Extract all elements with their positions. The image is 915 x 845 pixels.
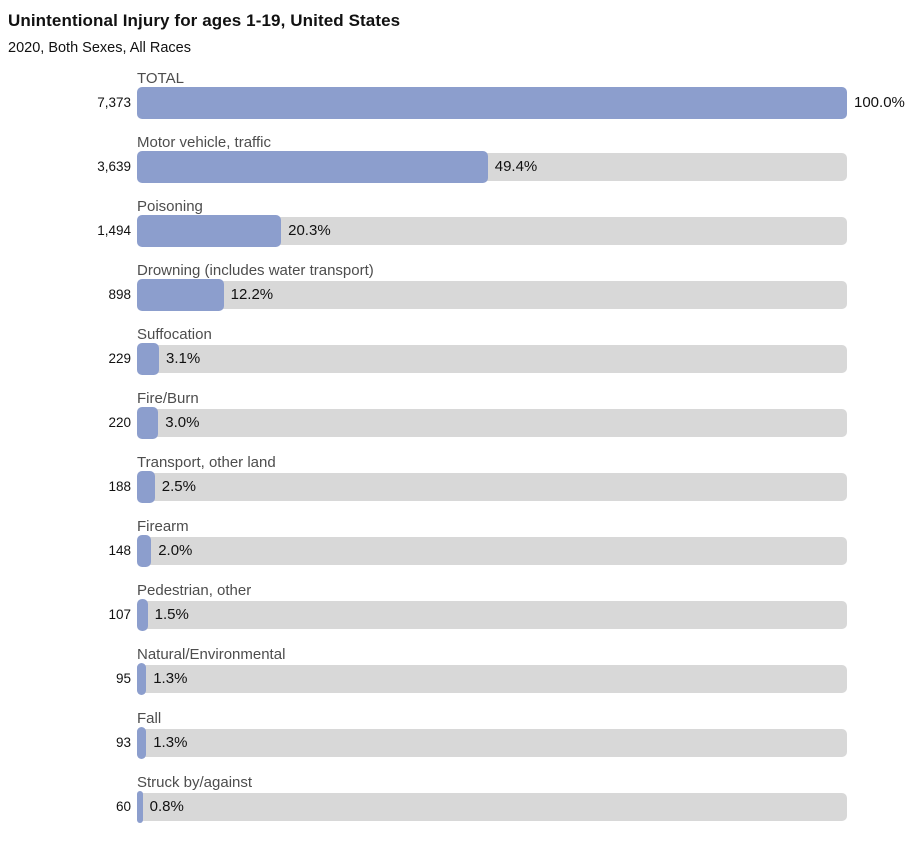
bar-track-area: 1.3% [137, 727, 847, 759]
bar-track-area: 2.5% [137, 471, 847, 503]
chart-row: Fire/Burn 220 3.0% [0, 390, 915, 454]
bar-fill [137, 791, 143, 823]
chart-row: Poisoning 1,494 20.3% [0, 198, 915, 262]
bar-chart: TOTAL 7,373 100.0% Motor vehicle, traffi… [0, 70, 915, 838]
category-label: Natural/Environmental [137, 646, 286, 663]
bar-line: 148 2.0% [0, 535, 915, 567]
count-value: 188 [108, 479, 131, 494]
bar-track-area: 20.3% [137, 215, 847, 247]
chart-row: Pedestrian, other 107 1.5% [0, 582, 915, 646]
bar-line: 220 3.0% [0, 407, 915, 439]
bar-line: 898 12.2% [0, 279, 915, 311]
report-page: Unintentional Injury for ages 1-19, Unit… [0, 11, 915, 838]
count-value: 148 [108, 543, 131, 558]
bar-line: 1,494 20.3% [0, 215, 915, 247]
bar-track [137, 793, 847, 821]
chart-title: Unintentional Injury for ages 1-19, Unit… [8, 11, 401, 30]
bar-track [137, 601, 847, 629]
bar-track-area: 100.0% [137, 87, 905, 119]
percent-label: 1.3% [153, 670, 188, 687]
chart-row: Drowning (includes water transport) 898 … [0, 262, 915, 326]
chart-subtitle: 2020, Both Sexes, All Races [8, 40, 191, 56]
bar-line: 107 1.5% [0, 599, 915, 631]
count-value: 1,494 [97, 223, 131, 238]
percent-label: 2.5% [161, 478, 196, 495]
bar-track-area: 0.8% [137, 791, 847, 823]
bar-track [137, 473, 847, 501]
chart-row: Natural/Environmental 95 1.3% [0, 646, 915, 710]
bar-line: 3,639 49.4% [0, 151, 915, 183]
bar-track [137, 537, 847, 565]
bar-track-area: 2.0% [137, 535, 847, 567]
count-value: 7,373 [97, 95, 131, 110]
bar-track [137, 665, 847, 693]
percent-label: 3.1% [166, 350, 201, 367]
chart-row: Fall 93 1.3% [0, 710, 915, 774]
count-value: 93 [115, 735, 131, 750]
percent-label: 100.0% [854, 94, 905, 111]
category-label: Motor vehicle, traffic [137, 134, 271, 151]
percent-label: 0.8% [149, 798, 184, 815]
category-label: Transport, other land [137, 454, 276, 471]
bar-fill [137, 343, 159, 375]
bar-track [137, 281, 847, 309]
count-value: 229 [108, 351, 131, 366]
chart-row: Firearm 148 2.0% [0, 518, 915, 582]
percent-label: 3.0% [165, 414, 200, 431]
bar-fill [137, 663, 147, 695]
chart-row: Suffocation 229 3.1% [0, 326, 915, 390]
bar-track-area: 49.4% [137, 151, 847, 183]
bar-line: 93 1.3% [0, 727, 915, 759]
category-label: TOTAL [137, 70, 184, 87]
bar-track-area: 12.2% [137, 279, 847, 311]
category-label: Fall [137, 710, 162, 727]
percent-label: 20.3% [288, 222, 331, 239]
chart-row: Transport, other land 188 2.5% [0, 454, 915, 518]
bar-line: 95 1.3% [0, 663, 915, 695]
bar-track [137, 409, 847, 437]
percent-label: 12.2% [230, 286, 274, 303]
bar-fill [137, 215, 282, 247]
category-label: Suffocation [137, 326, 212, 343]
bar-fill [137, 471, 155, 503]
bar-line: 7,373 100.0% [0, 87, 915, 119]
bar-track-area: 3.0% [137, 407, 847, 439]
percent-label: 2.0% [158, 542, 193, 559]
bar-fill [137, 279, 224, 311]
category-label: Drowning (includes water transport) [137, 262, 374, 279]
bar-fill [137, 407, 159, 439]
chart-row: TOTAL 7,373 100.0% [0, 70, 915, 134]
bar-track-area: 1.3% [137, 663, 847, 695]
bar-fill [137, 599, 148, 631]
count-value: 3,639 [97, 159, 131, 174]
category-label: Pedestrian, other [137, 582, 252, 599]
count-value: 60 [115, 799, 131, 814]
bar-fill [137, 87, 847, 119]
percent-label: 1.3% [153, 734, 188, 751]
category-label: Fire/Burn [137, 390, 199, 407]
count-value: 898 [108, 287, 131, 302]
bar-track-area: 1.5% [137, 599, 847, 631]
bar-line: 188 2.5% [0, 471, 915, 503]
count-value: 107 [108, 607, 131, 622]
category-label: Poisoning [137, 198, 203, 215]
bar-fill [137, 727, 147, 759]
percent-label: 1.5% [154, 606, 189, 623]
bar-line: 60 0.8% [0, 791, 915, 823]
chart-row: Struck by/against 60 0.8% [0, 774, 915, 838]
count-value: 220 [108, 415, 131, 430]
bar-line: 229 3.1% [0, 343, 915, 375]
chart-row: Motor vehicle, traffic 3,639 49.4% [0, 134, 915, 198]
bar-track [137, 729, 847, 757]
bar-track [137, 345, 847, 373]
bar-fill [137, 535, 152, 567]
category-label: Struck by/against [137, 774, 253, 791]
count-value: 95 [115, 671, 131, 686]
category-label: Firearm [137, 518, 189, 535]
bar-fill [137, 151, 488, 183]
percent-label: 49.4% [494, 158, 538, 175]
bar-track-area: 3.1% [137, 343, 847, 375]
